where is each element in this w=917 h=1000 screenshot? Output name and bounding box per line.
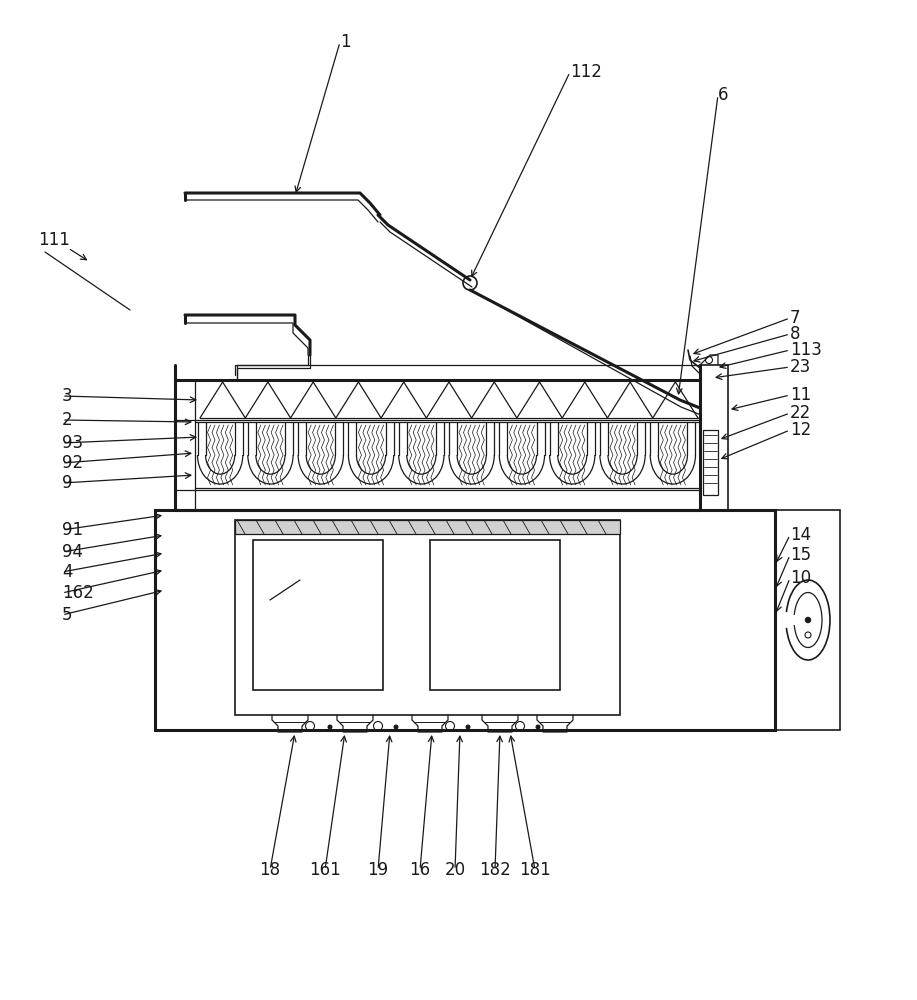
Text: 181: 181 (519, 861, 551, 879)
Text: 4: 4 (62, 563, 72, 581)
Text: 162: 162 (62, 584, 94, 602)
Bar (155, 510, 775, 730)
Text: 1: 1 (340, 33, 350, 51)
Text: 20: 20 (445, 861, 466, 879)
Circle shape (536, 724, 540, 730)
Bar (235, 520, 620, 715)
Text: 12: 12 (790, 421, 812, 439)
Text: 19: 19 (368, 861, 389, 879)
Text: 92: 92 (62, 454, 83, 472)
Bar (700, 365, 728, 510)
Bar (703, 430, 718, 495)
Text: 22: 22 (790, 404, 812, 422)
Text: 112: 112 (570, 63, 602, 81)
Text: 7: 7 (790, 309, 801, 327)
Circle shape (393, 724, 399, 730)
Text: 111: 111 (38, 231, 70, 249)
Text: 10: 10 (790, 569, 812, 587)
Text: 11: 11 (790, 386, 812, 404)
Text: 15: 15 (790, 546, 812, 564)
Text: 93: 93 (62, 434, 83, 452)
Text: 113: 113 (790, 341, 822, 359)
Text: 182: 182 (479, 861, 511, 879)
Bar (430, 540, 560, 690)
Circle shape (805, 617, 811, 622)
Text: 91: 91 (62, 521, 83, 539)
Bar (775, 510, 840, 730)
Text: 3: 3 (62, 387, 72, 405)
Bar (235, 520, 620, 534)
Text: 5: 5 (62, 606, 72, 624)
Bar (253, 540, 383, 690)
Circle shape (466, 724, 470, 730)
Circle shape (327, 724, 333, 730)
Text: 6: 6 (718, 86, 728, 104)
Text: 2: 2 (62, 411, 72, 429)
Text: 9: 9 (62, 474, 72, 492)
Text: 23: 23 (790, 358, 812, 376)
Text: 94: 94 (62, 543, 83, 561)
Text: 16: 16 (409, 861, 431, 879)
Text: 8: 8 (790, 325, 801, 343)
Text: 161: 161 (309, 861, 341, 879)
Text: 18: 18 (260, 861, 281, 879)
Text: 14: 14 (790, 526, 812, 544)
